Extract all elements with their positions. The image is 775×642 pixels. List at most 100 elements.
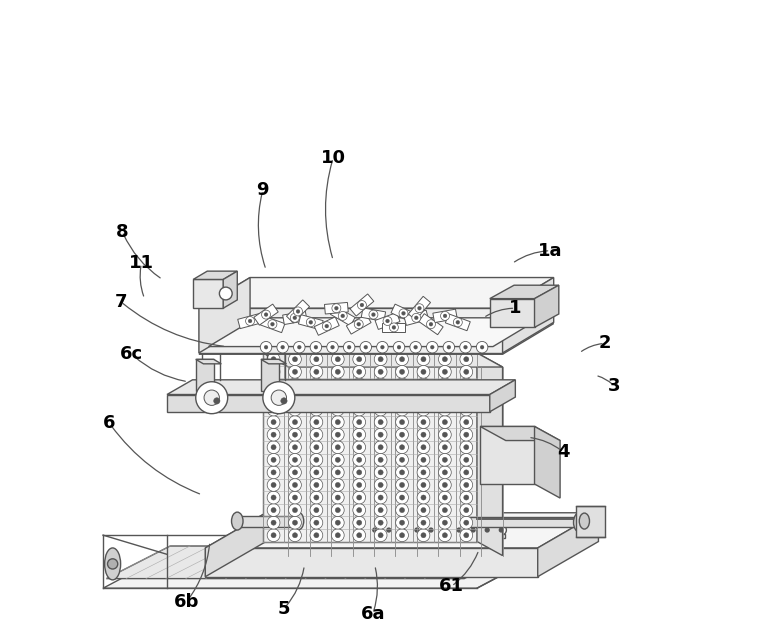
Polygon shape — [350, 294, 374, 316]
Polygon shape — [538, 513, 598, 577]
Circle shape — [463, 508, 469, 513]
Polygon shape — [477, 353, 502, 555]
Circle shape — [336, 457, 340, 462]
Circle shape — [374, 441, 387, 454]
Polygon shape — [391, 304, 416, 322]
Circle shape — [482, 525, 492, 535]
Circle shape — [288, 491, 301, 504]
Circle shape — [332, 428, 344, 441]
Circle shape — [417, 365, 430, 378]
Polygon shape — [199, 324, 553, 354]
Circle shape — [271, 357, 276, 362]
Circle shape — [262, 310, 270, 319]
Circle shape — [325, 324, 329, 328]
Circle shape — [356, 508, 362, 513]
Circle shape — [267, 365, 280, 378]
Circle shape — [460, 491, 473, 504]
Circle shape — [353, 529, 366, 542]
Circle shape — [310, 365, 322, 378]
Circle shape — [421, 419, 426, 424]
Text: 4: 4 — [557, 443, 570, 461]
Ellipse shape — [458, 548, 470, 577]
Circle shape — [288, 416, 301, 428]
Circle shape — [314, 445, 319, 450]
Circle shape — [267, 428, 280, 441]
Circle shape — [421, 445, 426, 450]
Polygon shape — [418, 314, 443, 334]
Circle shape — [460, 504, 473, 517]
Circle shape — [310, 491, 322, 504]
Circle shape — [399, 419, 405, 424]
Ellipse shape — [232, 512, 243, 530]
Circle shape — [399, 457, 405, 462]
Circle shape — [288, 529, 301, 542]
Circle shape — [443, 533, 447, 538]
Circle shape — [396, 491, 408, 504]
Circle shape — [374, 428, 387, 441]
Circle shape — [310, 529, 322, 542]
Circle shape — [314, 533, 319, 538]
Circle shape — [353, 478, 366, 491]
Circle shape — [426, 342, 438, 353]
Circle shape — [267, 466, 280, 479]
Circle shape — [396, 478, 408, 491]
Circle shape — [268, 320, 277, 329]
Circle shape — [443, 382, 447, 387]
Circle shape — [260, 342, 272, 353]
Polygon shape — [196, 360, 214, 392]
Circle shape — [314, 457, 319, 462]
Circle shape — [398, 525, 408, 535]
Polygon shape — [408, 297, 431, 320]
Circle shape — [310, 504, 322, 517]
Circle shape — [439, 516, 451, 529]
Circle shape — [360, 342, 371, 353]
Circle shape — [310, 378, 322, 391]
Circle shape — [463, 432, 469, 437]
Circle shape — [332, 365, 344, 378]
Bar — [385, 534, 393, 538]
Bar — [484, 534, 491, 538]
Circle shape — [267, 516, 280, 529]
Circle shape — [288, 365, 301, 378]
Circle shape — [417, 478, 430, 491]
Circle shape — [327, 342, 338, 353]
Circle shape — [353, 428, 366, 441]
Polygon shape — [346, 315, 371, 334]
Circle shape — [306, 318, 315, 327]
Circle shape — [399, 432, 405, 437]
Circle shape — [332, 529, 344, 542]
Polygon shape — [480, 426, 535, 484]
Polygon shape — [446, 314, 470, 331]
Polygon shape — [315, 317, 339, 335]
Circle shape — [425, 525, 436, 535]
Circle shape — [374, 353, 387, 366]
Circle shape — [399, 357, 405, 362]
Circle shape — [332, 504, 344, 517]
Circle shape — [374, 504, 387, 517]
Circle shape — [309, 320, 312, 324]
Circle shape — [460, 390, 473, 403]
Circle shape — [443, 357, 447, 362]
Circle shape — [417, 428, 430, 441]
Circle shape — [418, 306, 422, 310]
Text: 1a: 1a — [539, 241, 563, 259]
Circle shape — [397, 345, 401, 349]
Circle shape — [310, 416, 322, 428]
Circle shape — [374, 491, 387, 504]
Circle shape — [457, 528, 461, 532]
Circle shape — [396, 428, 408, 441]
Circle shape — [443, 419, 447, 424]
Circle shape — [332, 441, 344, 454]
Circle shape — [387, 528, 391, 532]
Circle shape — [460, 478, 473, 491]
Circle shape — [356, 445, 362, 450]
Circle shape — [341, 314, 345, 318]
Bar — [399, 534, 407, 538]
Circle shape — [417, 491, 430, 504]
Circle shape — [288, 403, 301, 416]
Circle shape — [271, 432, 276, 437]
Circle shape — [454, 525, 464, 535]
Circle shape — [399, 394, 405, 399]
Circle shape — [443, 457, 447, 462]
Circle shape — [264, 345, 268, 349]
